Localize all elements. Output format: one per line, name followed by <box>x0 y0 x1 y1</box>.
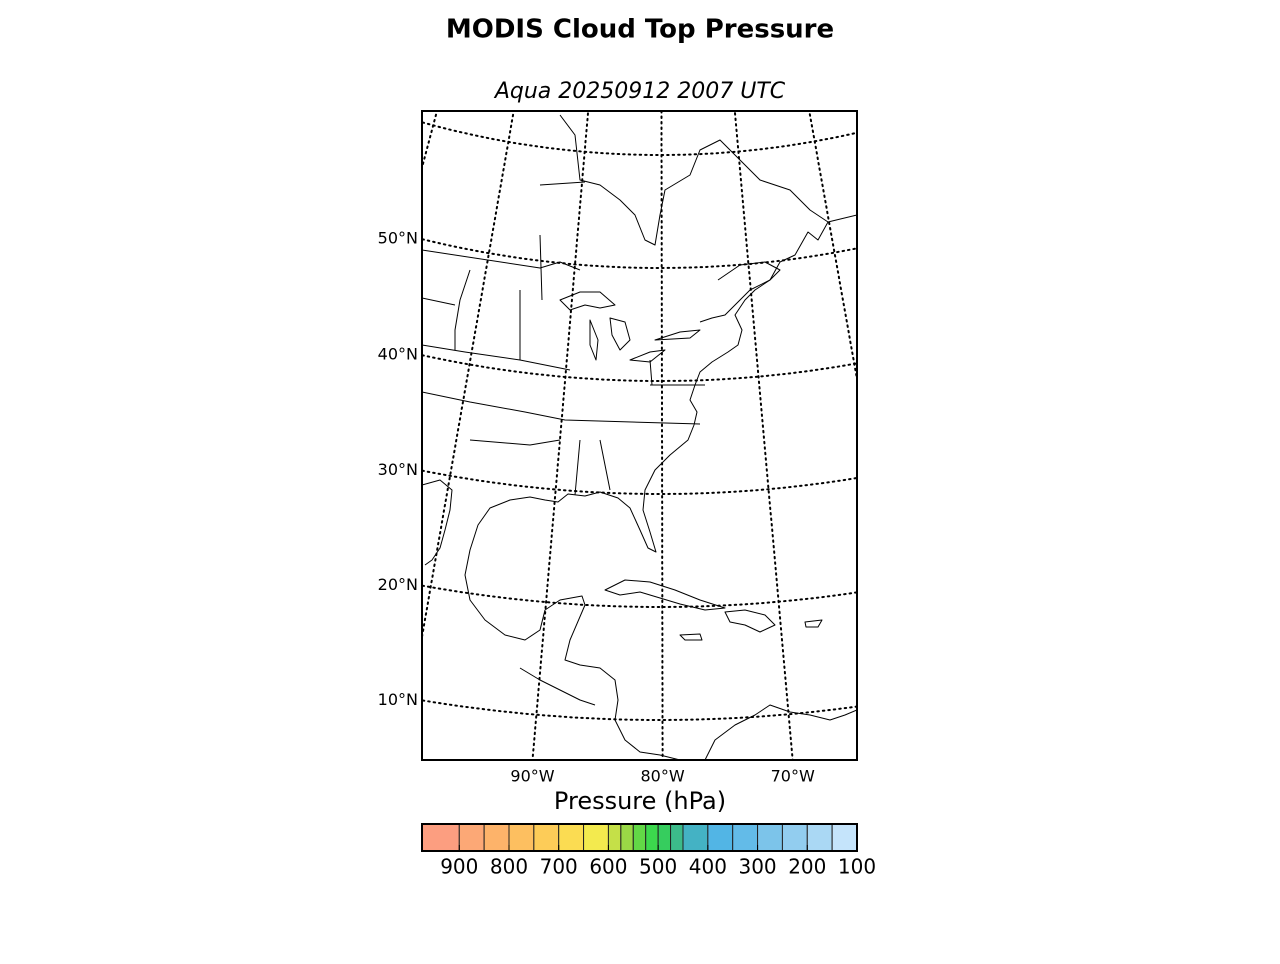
colorbar-tick-label: 900 <box>440 855 478 879</box>
lat-label: 50°N <box>378 229 418 248</box>
colorbar-segment <box>657 823 672 852</box>
lon-label: 90°W <box>510 767 554 786</box>
island <box>724 609 776 633</box>
meridian <box>422 111 439 172</box>
lon-label: 70°W <box>771 767 815 786</box>
colorbar-segment <box>533 823 560 852</box>
borders <box>422 181 705 496</box>
colorbar-tick-label: 300 <box>738 855 776 879</box>
colorbar-segment <box>682 823 709 852</box>
colorbar-segment <box>757 823 783 852</box>
colorbar-tick-label: 200 <box>788 855 826 879</box>
parallel <box>422 584 857 608</box>
meridian <box>846 0 1067 779</box>
coastline <box>464 214 857 760</box>
colorbar-segment <box>806 823 833 852</box>
meridian <box>905 0 1196 738</box>
island <box>604 579 726 611</box>
parallel <box>422 469 857 495</box>
meridian <box>733 111 794 760</box>
colorbar-tick-label: 800 <box>490 855 528 879</box>
subtitle: Aqua 20250912 2007 UTC <box>493 79 786 104</box>
coastline <box>704 704 857 760</box>
parallel <box>422 699 857 721</box>
colorbar-tick-label: 500 <box>639 855 677 879</box>
coastlines <box>422 114 857 760</box>
meridian <box>660 111 664 760</box>
great-lakes <box>559 291 701 363</box>
title: MODIS Cloud Top Pressure <box>446 15 834 45</box>
colorbar-segment <box>632 823 647 852</box>
colorbar-tick-label: 100 <box>838 855 876 879</box>
colorbar-segment <box>508 823 535 852</box>
colorbar-segment <box>645 823 659 852</box>
island <box>679 619 823 641</box>
colorbar-frame <box>421 823 858 852</box>
colorbar-segment <box>831 823 858 852</box>
colorbar-segment <box>558 823 585 852</box>
colorbar-segment <box>670 823 684 852</box>
parallel <box>422 121 857 156</box>
coastline <box>699 261 781 323</box>
lat-label: 40°N <box>378 345 418 364</box>
lat-label: 30°N <box>378 460 418 479</box>
parallel <box>422 354 857 382</box>
colorbar-segment <box>607 823 622 852</box>
coastline <box>559 114 829 246</box>
meridian <box>3 0 360 688</box>
parallel <box>422 238 857 269</box>
lat-label: 10°N <box>378 690 418 709</box>
colorbar-segment <box>421 823 460 852</box>
colorbar-label: Pressure (hPa) <box>554 787 726 815</box>
coastline <box>422 479 453 566</box>
colorbar-segment <box>583 823 609 852</box>
map-ticks: 10°N 20°N 30°N 40°N 50°N 90°W 80°W 70°W <box>378 229 815 786</box>
map-content <box>3 0 1196 779</box>
lon-label: 80°W <box>641 767 685 786</box>
colorbar-tick-label: 700 <box>540 855 578 879</box>
meridian <box>808 111 857 385</box>
meridian <box>531 111 590 760</box>
lat-label: 20°N <box>378 575 418 594</box>
coastline <box>519 667 596 706</box>
colorbar: 900 800 700 600 500 400 300 200 100 <box>421 823 876 879</box>
colorbar-tick-label: 400 <box>689 855 727 879</box>
colorbar-segment <box>781 823 808 852</box>
colorbar-segment <box>458 823 485 852</box>
colorbar-segment <box>620 823 634 852</box>
colorbar-segment <box>483 823 510 852</box>
colorbar-segment <box>707 823 734 852</box>
meridian <box>129 0 418 740</box>
colorbar-segment <box>732 823 759 852</box>
meridian <box>422 111 515 643</box>
colorbar-tick-label: 600 <box>589 855 627 879</box>
map-frame <box>421 110 858 761</box>
graticule <box>3 0 1196 779</box>
